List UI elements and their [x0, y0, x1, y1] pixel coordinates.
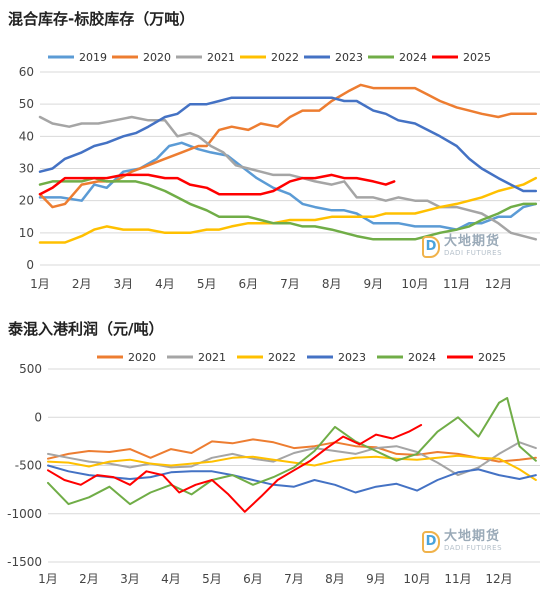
y-tick-label: 0: [34, 410, 42, 424]
watermark-en: DADI FUTURES: [444, 249, 503, 257]
legend-label-2025: 2025: [463, 51, 491, 64]
legend-label-2023: 2023: [335, 51, 363, 64]
dadi-logo-icon: D: [422, 235, 440, 258]
y-tick-label: 60: [19, 65, 34, 79]
legend-label-2019: 2019: [79, 51, 107, 64]
x-tick-label: 6月: [239, 277, 259, 291]
series-line-2021: [47, 441, 537, 477]
x-tick-label: 3月: [114, 277, 134, 291]
x-tick-label: 2月: [79, 572, 99, 586]
watermark-1: D 大地期货 DADI FUTURES: [422, 235, 502, 258]
y-tick-label: 50: [19, 97, 34, 111]
y-tick-label: 0: [26, 258, 34, 272]
series-line-2022: [47, 454, 537, 481]
watermark-cn: 大地期货: [444, 234, 501, 249]
x-tick-label: 12月: [485, 572, 512, 586]
x-tick-label: 1月: [38, 572, 58, 586]
x-tick-label: 11月: [444, 572, 471, 586]
series-line-2020: [38, 83, 538, 209]
x-tick-label: 4月: [161, 572, 181, 586]
legend-label-2022: 2022: [268, 351, 296, 364]
legend-label-2025: 2025: [478, 351, 506, 364]
legend-label-2024: 2024: [408, 351, 436, 364]
x-tick-label: 5月: [197, 277, 217, 291]
watermark-cn: 大地期货: [444, 529, 501, 544]
x-tick-label: 9月: [364, 277, 384, 291]
legend-label-2023: 2023: [338, 351, 366, 364]
x-tick-label: 11月: [443, 277, 470, 291]
legend-label-2020: 2020: [128, 351, 156, 364]
series-line-2021: [38, 115, 538, 241]
x-tick-label: 3月: [120, 572, 140, 586]
y-tick-label: 10: [19, 226, 34, 240]
dadi-logo-icon: D: [422, 530, 440, 553]
import-profit-chart: -1500 -1000 -500 0 500 1月 2月 3月 4月 5月 6月 7月 8月 9月 10月 1…: [7, 351, 540, 586]
y-tick-label: -1000: [7, 507, 42, 521]
x-tick-label: 10月: [401, 277, 428, 291]
series-line-2020: [47, 438, 537, 463]
x-tick-label: 8月: [322, 277, 342, 291]
x-tick-label: 8月: [325, 572, 345, 586]
series-line-2019: [38, 141, 538, 231]
legend-label-2024: 2024: [399, 51, 427, 64]
series-line-2023: [38, 96, 538, 193]
watermark-en: DADI FUTURES: [444, 544, 503, 552]
x-tick-label: 6月: [243, 572, 263, 586]
legend-label-2021: 2021: [207, 51, 235, 64]
series-line-2023: [47, 464, 537, 494]
x-tick-label: 10月: [403, 572, 430, 586]
y-tick-label: 40: [19, 129, 34, 143]
y-tick-label: 30: [19, 162, 34, 176]
watermark-2: D 大地期货 DADI FUTURES: [422, 530, 502, 553]
series-line-2025: [38, 173, 396, 196]
x-tick-label: 1月: [30, 277, 50, 291]
legend-label-2021: 2021: [198, 351, 226, 364]
x-tick-label: 7月: [280, 277, 300, 291]
series-line-2022: [38, 176, 538, 244]
chart1-title: 混合库存-标胶库存（万吨）: [8, 10, 195, 28]
legend-label-2022: 2022: [271, 51, 299, 64]
x-tick-label: 5月: [202, 572, 222, 586]
chart2-title: 泰混入港利润（元/吨）: [8, 320, 164, 338]
x-tick-label: 12月: [485, 277, 512, 291]
legend-label-2020: 2020: [143, 51, 171, 64]
series-line-2024: [47, 397, 537, 506]
y-tick-label: 500: [19, 362, 42, 376]
series-line-2025: [47, 424, 423, 513]
x-tick-label: 9月: [366, 572, 386, 586]
inventory-chart: 0 10 20 30 40 50 60 1月 2月 3月 4月 5月 6月 7月 8月 9月 10月 11月 12月…: [19, 51, 540, 291]
series-line-2024: [38, 176, 538, 241]
y-tick-label: -1500: [7, 555, 42, 569]
y-tick-label: -500: [15, 459, 42, 473]
y-tick-label: 20: [19, 194, 34, 208]
x-tick-label: 4月: [155, 277, 175, 291]
x-tick-label: 7月: [284, 572, 304, 586]
x-tick-label: 2月: [72, 277, 92, 291]
